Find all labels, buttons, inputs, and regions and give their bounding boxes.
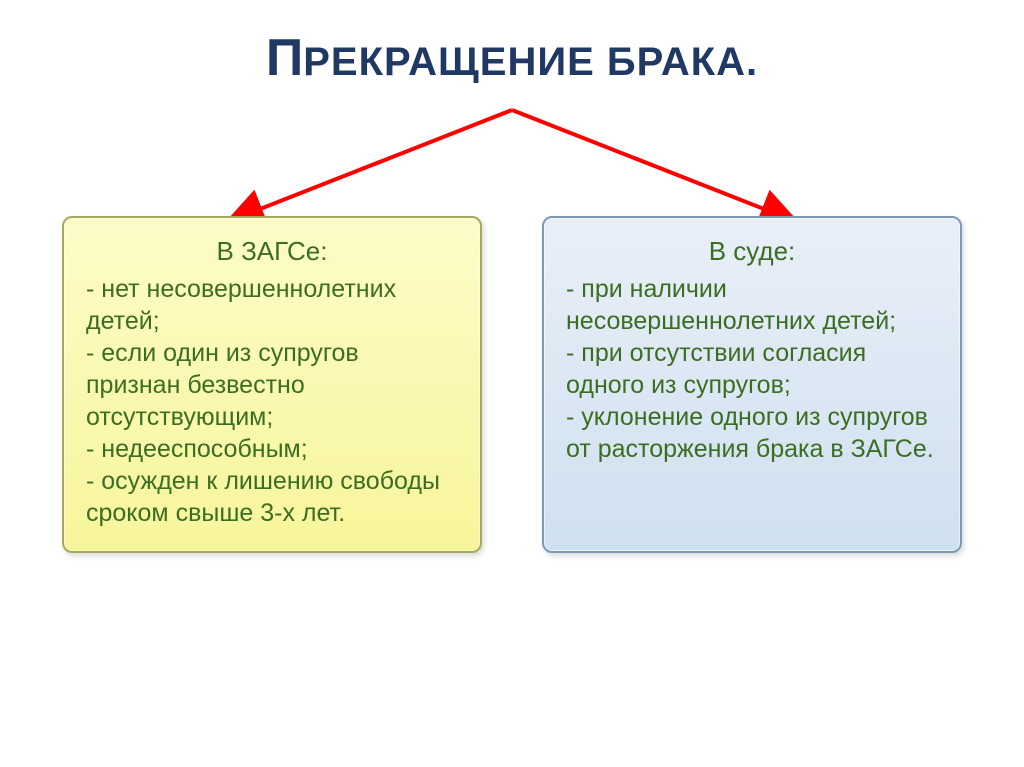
list-item: недееспособным; <box>86 433 458 465</box>
list-item: нет несовершеннолетних детей; <box>86 273 458 337</box>
arrow-left <box>232 110 512 220</box>
list-item: при наличии несовершеннолетних детей; <box>566 273 938 337</box>
box-court-header: В суде: <box>566 236 938 267</box>
list-item: если один из супругов признан безвестно … <box>86 337 458 433</box>
title-rest: РЕКРАЩЕНИЕ БРАКА. <box>303 40 758 84</box>
list-item: при отсутствии согласия одного из супруг… <box>566 337 938 401</box>
arrow-right <box>512 110 792 220</box>
list-item: уклонение одного из супругов от расторже… <box>566 401 938 465</box>
boxes-row: В ЗАГСе: нет несовершеннолетних детей; е… <box>0 216 1024 553</box>
box-zags-list: нет несовершеннолетних детей; если один … <box>86 273 458 529</box>
list-item: осужден к лишению свободы сроком свыше 3… <box>86 465 458 529</box>
box-zags: В ЗАГСе: нет несовершеннолетних детей; е… <box>62 216 482 553</box>
box-court-list: при наличии несовершеннолетних детей; пр… <box>566 273 938 465</box>
box-zags-header: В ЗАГСе: <box>86 236 458 267</box>
box-court: В суде: при наличии несовершеннолетних д… <box>542 216 962 553</box>
slide-title: ПРЕКРАЩЕНИЕ БРАКА. <box>0 0 1024 88</box>
title-first-letter: П <box>266 29 303 87</box>
